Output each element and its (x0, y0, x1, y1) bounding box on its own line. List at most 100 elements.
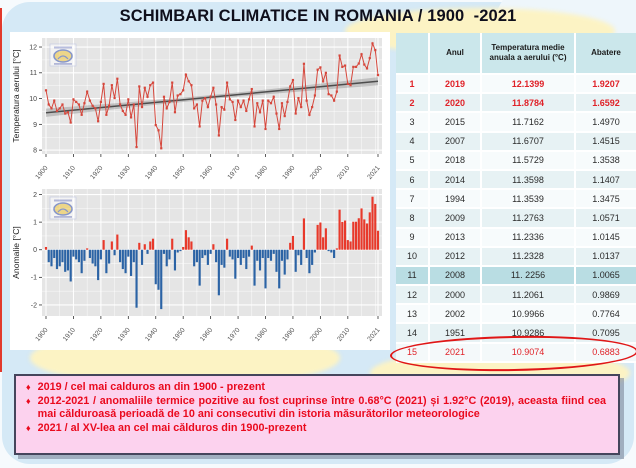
table-cell: 1.0137 (576, 247, 636, 267)
table-cell: 10.9966 (482, 305, 576, 325)
svg-text:1920: 1920 (89, 327, 104, 343)
table-cell: 2007 (430, 132, 482, 152)
table-cell: 2013 (430, 228, 482, 248)
charts-panel: 8 9 10 11 12 1900 1910 1920 1930 1940 1950 1960 1970… (10, 32, 390, 350)
table-row: 2 2020 11.8784 1.6592 (396, 94, 636, 114)
table-row: 3 2015 11.7162 1.4970 (396, 113, 636, 133)
notes-list: ♦ 2019 / cel mai calduros an din 1900 - p… (26, 381, 606, 435)
table-header-cell: Temperatura medie anuala a aerului (°C) (482, 33, 576, 75)
table-cell: 10 (396, 247, 430, 267)
table-cell: 1.0571 (576, 209, 636, 229)
table-cell: 14 (396, 324, 430, 344)
svg-text:1960: 1960 (199, 327, 214, 343)
svg-text:12: 12 (29, 44, 37, 51)
note-item: ♦ 2019 / cel mai calduros an din 1900 - p… (26, 381, 606, 395)
table-cell: 12.1399 (482, 75, 576, 95)
trend-line (45, 80, 379, 114)
table-cell: 0.7764 (576, 305, 636, 325)
table-cell: 2015 (430, 113, 482, 133)
table-cell: 15 (396, 343, 430, 363)
table-row: 8 2009 11.2763 1.0571 (396, 209, 636, 229)
table-row: 1 2019 12.1399 1.9207 (396, 75, 636, 95)
table-cell: 11.6707 (482, 132, 576, 152)
table-cell: 2019 (430, 75, 482, 95)
table-cell: 11.7162 (482, 113, 576, 133)
svg-text:1970: 1970 (227, 327, 242, 343)
table-cell: 11.2763 (482, 209, 576, 229)
svg-text:8: 8 (33, 148, 37, 155)
table-cell: 4 (396, 132, 430, 152)
note-text: 2019 / cel mai calduros an din 1900 - pr… (37, 381, 266, 393)
table-cell: 13 (396, 305, 430, 325)
table-cell: 1.1407 (576, 170, 636, 191)
table-cell: 12 (396, 286, 430, 306)
table-row: 10 2012 11.2328 1.0137 (396, 247, 636, 267)
table-row: 6 2014 11.3598 1.1407 (396, 170, 636, 191)
table-cell: 1994 (430, 190, 482, 210)
table-row: 15 2021 10.9074 0.6883 (396, 343, 636, 363)
svg-text:1920: 1920 (89, 165, 104, 181)
notes-box: ♦ 2019 / cel mai calduros an din 1900 - p… (14, 374, 620, 455)
diamond-bullet-icon: ♦ (26, 422, 31, 433)
svg-text:1930: 1930 (117, 327, 132, 343)
svg-text:2000: 2000 (309, 327, 324, 343)
table-row: 9 2013 11.2336 1.0145 (396, 228, 636, 248)
table-cell: 0.6883 (576, 343, 636, 363)
diamond-bullet-icon: ♦ (26, 395, 31, 406)
table-row: 5 2018 11.5729 1.3538 (396, 151, 636, 171)
svg-text:2000: 2000 (309, 165, 324, 181)
table-cell: 10.9074 (482, 343, 576, 363)
table-cell: 2021 (430, 343, 482, 363)
table-cell: 2000 (430, 286, 482, 306)
svg-text:-2: -2 (31, 302, 37, 309)
svg-text:1930: 1930 (117, 165, 132, 181)
meteo-romania-logo-watermark (49, 196, 77, 220)
table-row: 13 2002 10.9966 0.7764 (396, 305, 636, 325)
svg-text:1910: 1910 (62, 165, 77, 181)
table-cell: 1.0145 (576, 228, 636, 248)
table-cell: 11. 2256 (482, 266, 576, 287)
table-cell: 1 (396, 75, 430, 95)
table-header-row: Anul Temperatura medie anuala a aerului (… (396, 33, 636, 75)
table-cell: 1951 (430, 324, 482, 344)
table-cell: 1.6592 (576, 94, 636, 114)
svg-text:1940: 1940 (144, 165, 159, 181)
table-cell: 5 (396, 151, 430, 171)
svg-text:1910: 1910 (62, 327, 77, 343)
note-item: ♦ 2021 / al XV-lea an cel mai călduros di… (26, 422, 606, 436)
table-cell: 11.2328 (482, 247, 576, 267)
table-cell: 1.9207 (576, 75, 636, 95)
svg-text:1950: 1950 (172, 165, 187, 181)
svg-text:2010: 2010 (336, 327, 351, 343)
slide-title: SCHIMBARI CLIMATICE IN ROMANIA / 1900 -2… (119, 7, 517, 25)
table-cell: 0.9869 (576, 286, 636, 306)
table-cell: 11.5729 (482, 151, 576, 171)
svg-text:2021: 2021 (366, 327, 381, 343)
ranking-table: Anul Temperatura medie anuala a aerului (… (396, 33, 636, 363)
table-row: 4 2007 11.6707 1.4515 (396, 132, 636, 152)
anomaly-bar-chart: -2 -1 0 1 2 1900 1910 1920 1930 1940 1950 1960 1970 1… (11, 189, 382, 343)
svg-text:1900: 1900 (34, 165, 49, 181)
table-row: 14 1951 10.9286 0.7095 (396, 324, 636, 344)
diamond-bullet-icon: ♦ (26, 382, 31, 392)
svg-text:-1: -1 (31, 275, 37, 282)
table-header-cell: Abatere (576, 33, 636, 75)
svg-text:1980: 1980 (254, 327, 269, 343)
svg-text:1990: 1990 (281, 327, 296, 343)
table-cell: 11 (396, 266, 430, 287)
table-cell: 8 (396, 209, 430, 229)
svg-text:1990: 1990 (281, 165, 296, 181)
table-cell: 1.3475 (576, 190, 636, 210)
table-cell: 1.0065 (576, 266, 636, 287)
svg-text:2: 2 (33, 192, 37, 199)
table-row: 11 2008 11. 2256 1.0065 (396, 266, 636, 287)
table-cell: 11.2061 (482, 286, 576, 306)
table-cell: 2008 (430, 266, 482, 287)
table-cell: 7 (396, 190, 430, 210)
note-text: 2012-2021 / anomaliile termice pozitive … (37, 394, 606, 421)
table-header-cell (396, 33, 430, 75)
svg-text:2021: 2021 (366, 165, 381, 181)
svg-text:1940: 1940 (144, 327, 159, 343)
table-cell: 11.3598 (482, 170, 576, 191)
